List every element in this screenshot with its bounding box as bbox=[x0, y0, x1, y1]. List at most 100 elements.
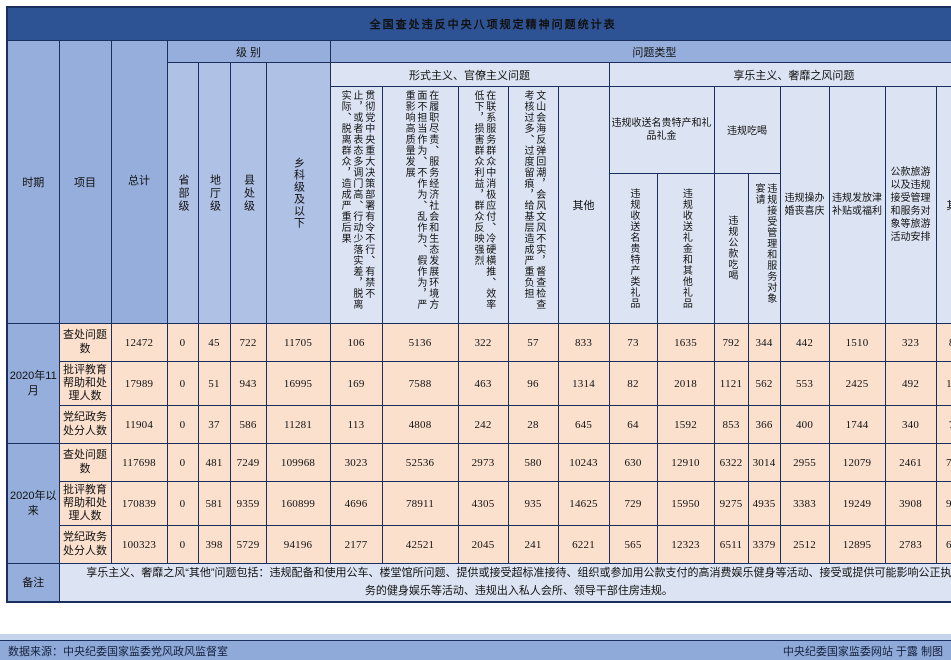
data-source-label: 数据来源：中央纪委国家监委党风政风监督室 bbox=[8, 645, 228, 658]
cell-total: 11904 bbox=[110, 405, 168, 444]
cell-gift-1: 729 bbox=[608, 481, 658, 526]
th-subsidy-col: 违规发放津补贴或福利 bbox=[828, 86, 886, 324]
cell-wedding: 442 bbox=[779, 323, 830, 362]
cell-level-xiangke: 11705 bbox=[265, 323, 331, 362]
cell-gift-1: 630 bbox=[608, 443, 658, 482]
cell-formalism-3: 4305 bbox=[457, 481, 509, 526]
cell-level-xianchu: 586 bbox=[229, 405, 267, 444]
th-dining-col-2: 违规接受管理和服务对象宴请 bbox=[747, 172, 781, 325]
row-item-label: 查处问题数 bbox=[58, 323, 112, 362]
th-level-xiangke: 乡科级及以下 bbox=[265, 62, 331, 324]
cell-dining-1: 853 bbox=[713, 405, 749, 444]
cell-formalism-1: 169 bbox=[329, 361, 383, 406]
cell-level-xianchu: 5729 bbox=[229, 525, 267, 564]
cell-level-xianchu: 722 bbox=[229, 323, 267, 362]
cell-level-sheng: 0 bbox=[166, 525, 199, 564]
cell-wedding: 2512 bbox=[779, 525, 830, 564]
cell-travel: 492 bbox=[884, 361, 937, 406]
cell-hedonism-other: 709 bbox=[935, 405, 951, 444]
header-row-leaf: 违规收送名贵特产类礼品 违规收送礼金和其他礼品 违规公款吃喝 违规接受管理和服务… bbox=[7, 172, 951, 325]
cell-gift-2: 1635 bbox=[656, 323, 715, 362]
cell-level-sheng: 0 bbox=[166, 361, 199, 406]
cell-gift-2: 1592 bbox=[656, 405, 715, 444]
page-title: 全国查处违反中央八项规定精神问题统计表 bbox=[6, 6, 951, 41]
cell-subsidy: 2425 bbox=[828, 361, 886, 406]
cell-dining-2: 344 bbox=[747, 323, 781, 362]
table-row: 批评教育帮助和处理人数 17989 0 51 943 16995 169 758… bbox=[7, 361, 951, 406]
cell-travel: 340 bbox=[884, 405, 937, 444]
cell-dining-1: 792 bbox=[713, 323, 749, 362]
th-gift-group: 违规收送名贵特产和礼品礼金 bbox=[608, 86, 715, 174]
cell-wedding: 400 bbox=[779, 405, 830, 444]
cell-subsidy: 1510 bbox=[828, 323, 886, 362]
cell-formalism-4: 96 bbox=[507, 361, 559, 406]
note-text: 享乐主义、奢靡之风“其他”问题包括：违规配备和使用公车、楼堂馆所问题、提供或接受… bbox=[58, 563, 951, 602]
th-gift-col-2: 违规收送礼金和其他礼品 bbox=[656, 172, 715, 325]
cell-hedonism-other: 9938 bbox=[935, 481, 951, 526]
th-period: 时期 bbox=[6, 40, 60, 324]
cell-formalism-other: 6221 bbox=[557, 525, 610, 564]
th-formalism-col-2: 在履职尽责、服务经济社会和生态发展环境方面不担当作为、不作为、乱作为、假作为，严… bbox=[381, 86, 459, 324]
table-row: 2020年11月 查处问题数 12472 0 45 722 11705 106 … bbox=[6, 323, 951, 444]
cell-travel: 323 bbox=[884, 323, 937, 362]
cell-gift-2: 15950 bbox=[656, 481, 715, 526]
cell-level-sheng: 0 bbox=[166, 443, 199, 482]
th-gift-col-1: 违规收送名贵特产类礼品 bbox=[608, 172, 658, 325]
cell-wedding: 2955 bbox=[779, 443, 830, 482]
th-dining-col-1: 违规公款吃喝 bbox=[713, 172, 749, 325]
th-formalism-group: 形式主义、官僚主义问题 bbox=[329, 62, 610, 87]
cell-dining-2: 366 bbox=[747, 405, 781, 444]
footer-bar: 数据来源：中央纪委国家监委党风政风监督室 中央纪委国家监委网站 于露 制图 bbox=[0, 640, 951, 660]
cell-hedonism-other: 7972 bbox=[935, 443, 951, 482]
th-dining-group: 违规吃喝 bbox=[713, 86, 781, 174]
th-travel-col: 公款旅游以及违规接受管理和服务对象等旅游活动安排 bbox=[884, 86, 937, 324]
cell-dining-2: 562 bbox=[747, 361, 781, 406]
th-item: 项目 bbox=[58, 40, 112, 324]
cell-level-xianchu: 943 bbox=[229, 361, 267, 406]
cell-wedding: 553 bbox=[779, 361, 830, 406]
cell-total: 117698 bbox=[110, 443, 168, 482]
cell-formalism-1: 113 bbox=[329, 405, 383, 444]
cell-formalism-other: 14625 bbox=[557, 481, 610, 526]
cell-formalism-4: 57 bbox=[507, 323, 559, 362]
row-item-label: 党纪政务处分人数 bbox=[58, 405, 112, 444]
cell-formalism-3: 463 bbox=[457, 361, 509, 406]
th-level-group: 级 别 bbox=[166, 40, 331, 63]
table-row: 党纪政务处分人数 11904 0 37 586 11281 113 4808 2… bbox=[7, 405, 951, 444]
cell-level-diting: 37 bbox=[197, 405, 231, 444]
cell-gift-1: 73 bbox=[608, 323, 658, 362]
cell-subsidy: 12079 bbox=[828, 443, 886, 482]
cell-formalism-2: 52536 bbox=[381, 443, 459, 482]
cell-hedonism-other: 899 bbox=[935, 323, 951, 362]
cell-formalism-4: 28 bbox=[507, 405, 559, 444]
cell-hedonism-other: 1106 bbox=[935, 361, 951, 406]
cell-formalism-1: 3023 bbox=[329, 443, 383, 482]
cell-formalism-2: 78911 bbox=[381, 481, 459, 526]
cell-formalism-3: 242 bbox=[457, 405, 509, 444]
cell-total: 170839 bbox=[110, 481, 168, 526]
cell-travel: 2783 bbox=[884, 525, 937, 564]
cell-formalism-3: 2973 bbox=[457, 443, 509, 482]
cell-gift-2: 12323 bbox=[656, 525, 715, 564]
cell-formalism-2: 5136 bbox=[381, 323, 459, 362]
row-item-label: 查处问题数 bbox=[58, 443, 112, 482]
statistics-table: 全国查处违反中央八项规定精神问题统计表 时期 项目 总计 级 别 问题类型 省部… bbox=[6, 6, 951, 603]
cell-total: 17989 bbox=[110, 361, 168, 406]
cell-level-xiangke: 94196 bbox=[265, 525, 331, 564]
cell-level-sheng: 0 bbox=[166, 405, 199, 444]
th-formalism-other: 其他 bbox=[557, 86, 610, 324]
note-label: 备注 bbox=[6, 563, 60, 602]
cell-formalism-1: 2177 bbox=[329, 525, 383, 564]
th-hedonism-other: 其他 bbox=[935, 86, 951, 324]
cell-subsidy: 12895 bbox=[828, 525, 886, 564]
table-row: 批评教育帮助和处理人数 170839 0 581 9359 160899 469… bbox=[7, 481, 951, 526]
cell-gift-1: 82 bbox=[608, 361, 658, 406]
row-item-label: 党纪政务处分人数 bbox=[58, 525, 112, 564]
cell-formalism-other: 10243 bbox=[557, 443, 610, 482]
cell-level-sheng: 0 bbox=[166, 481, 199, 526]
cell-formalism-4: 580 bbox=[507, 443, 559, 482]
note-row: 备注 享乐主义、奢靡之风“其他”问题包括：违规配备和使用公车、楼堂馆所问题、提供… bbox=[6, 563, 951, 602]
th-formalism-col-4: 文山会海反弹回潮，会风文风不实，督查检查考核过多、过度留痕，给基层造成严重负担 bbox=[507, 86, 559, 324]
th-formalism-col-3: 在联系服务群众中消极应付、冷硬横推、效率低下，损害群众利益，群众反映强烈 bbox=[457, 86, 509, 324]
